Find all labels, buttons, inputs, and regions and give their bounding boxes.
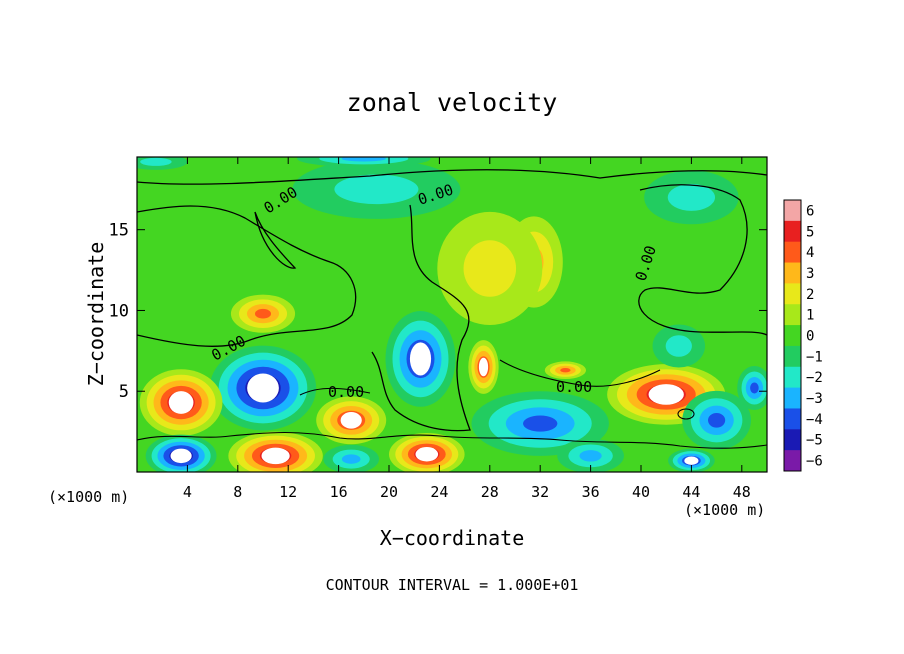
field-blob (750, 382, 759, 394)
colorbar-tick-label: 4 (806, 245, 814, 261)
colorbar-swatch (784, 283, 801, 305)
field-blob (579, 450, 602, 462)
contour-line (371, 204, 471, 432)
x-tick-label: 8 (233, 483, 242, 501)
field-core (247, 373, 279, 403)
field-blob (665, 335, 692, 357)
colorbar-swatch (784, 304, 801, 326)
field-core (340, 412, 362, 429)
field-blob (708, 412, 726, 428)
colorbar-swatch (784, 345, 801, 368)
field-core (409, 342, 432, 376)
field-blob (560, 368, 571, 373)
x-tick-label: 16 (330, 483, 348, 501)
colorbar-tick-label: −4 (806, 412, 823, 428)
field-blob (254, 308, 272, 319)
x-tick-label: 24 (430, 483, 448, 501)
contour-line (499, 359, 661, 387)
y-axis: 5 10 15 (109, 221, 767, 402)
x-tick-label: 44 (682, 483, 700, 501)
contour-line (137, 169, 767, 185)
colorbar-swatch (784, 429, 801, 451)
contour-line (137, 205, 357, 347)
plot-frame (136, 156, 768, 473)
colorbar-tick-label: 3 (806, 266, 814, 282)
colorbar-swatch (784, 241, 801, 264)
y-tick-label: 15 (109, 221, 129, 241)
x-unit-label-left: (×1000 m) (48, 488, 130, 506)
zero-contours (137, 169, 767, 449)
colorbar-tick-label: −2 (806, 370, 823, 386)
x-tick-label: 48 (733, 483, 751, 501)
x-unit-label-right: (×1000 m) (684, 501, 766, 519)
contour-line (677, 408, 695, 420)
colorbar-tick-label: −3 (806, 391, 823, 407)
x-axis-label: X−coordinate (379, 526, 525, 550)
y-tick-label: 5 (119, 382, 129, 402)
field-core (170, 448, 192, 464)
field-core (415, 446, 439, 462)
colorbar-tick-label: −5 (806, 433, 823, 449)
colorbar-tick-label: −1 (806, 349, 823, 365)
colorbar-swatch (784, 387, 801, 409)
colorbar-swatch (784, 200, 801, 222)
field-blob (341, 454, 361, 464)
colorbar-swatch (784, 262, 801, 284)
field-blob (463, 240, 517, 297)
x-tick-label: 12 (279, 483, 297, 501)
field-core (168, 391, 194, 414)
x-tick-label: 28 (481, 483, 499, 501)
field-core (261, 447, 290, 465)
contour-label: 0.00 (556, 378, 592, 396)
contour-line (299, 387, 371, 396)
x-tick-label: 40 (632, 483, 650, 501)
colorbar-tick-label: 0 (806, 329, 814, 345)
colorbar-tick-label: 6 (806, 203, 814, 219)
velocity-field (137, 157, 767, 472)
colorbar-swatch (784, 220, 801, 243)
colorbar-swatch (784, 408, 801, 430)
y-axis-label: Z−coordinate (84, 241, 108, 387)
colorbar-frame (783, 199, 802, 472)
field-core (648, 384, 684, 405)
field-blob (140, 157, 172, 166)
contour-line (254, 211, 297, 269)
chart-title: zonal velocity (346, 88, 558, 117)
colorbar-swatch (784, 325, 801, 347)
contour-line (137, 431, 767, 449)
field-core (684, 456, 699, 465)
colorbar-tick-label: 1 (806, 308, 814, 324)
field-blob (341, 157, 387, 162)
field-blob (667, 183, 716, 211)
contour-label: 0.00 (328, 383, 364, 401)
x-axis: 4 8 12 16 20 24 28 32 36 40 44 48 (183, 157, 751, 501)
colorbar-tick-label: 2 (806, 287, 814, 303)
field-blob (334, 174, 419, 205)
x-tick-label: 20 (380, 483, 398, 501)
colorbar-tick-label: 5 (806, 224, 814, 240)
contour-line (638, 184, 767, 336)
colorbar-tick-label: −6 (806, 454, 823, 470)
colorbar: 6 5 4 3 2 1 0 −1 −2 −3 −4 −5 −6 (783, 199, 823, 472)
x-tick-label: 4 (183, 483, 192, 501)
x-tick-label: 32 (531, 483, 549, 501)
colorbar-swatch (784, 366, 801, 389)
x-tick-label: 36 (582, 483, 600, 501)
field-core (478, 357, 489, 377)
field-blob (523, 415, 558, 432)
y-tick-label: 10 (109, 301, 129, 321)
contour-interval-note: CONTOUR INTERVAL = 1.000E+01 (325, 576, 579, 594)
colorbar-swatch (784, 450, 801, 472)
